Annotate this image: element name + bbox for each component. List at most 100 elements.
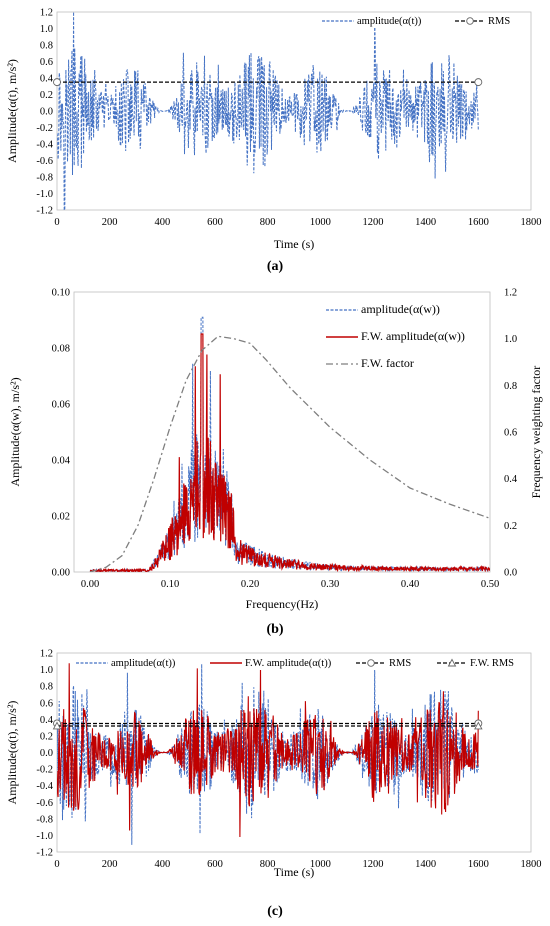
y-tick-label: -0.2	[36, 765, 53, 776]
y2-tick-label: 0.6	[504, 428, 517, 439]
series-line	[57, 663, 479, 838]
y-tick-label: 0.02	[52, 512, 70, 523]
y-tick-label: -0.6	[36, 156, 53, 167]
x-tick-label: 0.10	[161, 579, 179, 590]
y-axis-label: Amplitude(α(t), m/s²)	[5, 701, 19, 805]
x-tick-label: 1800	[521, 859, 542, 870]
x-tick-label: 0.40	[401, 579, 419, 590]
x-tick-label: 200	[102, 217, 118, 228]
legend-marker	[447, 658, 457, 667]
y-tick-label: 0.0	[40, 107, 53, 118]
legend-label: RMS	[389, 658, 411, 669]
x-tick-label: 400	[154, 217, 170, 228]
y2-tick-label: 1.2	[504, 288, 517, 299]
legend: amplitude(α(t)) RMS	[320, 16, 510, 28]
chart-panel-c: -1.2 -1.0 -0.8 -0.6 -0.4 -0.2 0.0 0.2 0.4 0.6 0.8 1…	[5, 649, 542, 920]
legend-bg	[74, 658, 189, 670]
x-tick-label: 0.20	[241, 579, 259, 590]
x-axis-label: Time (s)	[274, 237, 315, 251]
y-tick-label: -0.4	[36, 781, 53, 792]
plot-area	[56, 652, 532, 853]
legend-bg	[354, 658, 404, 670]
x-tick-label: 600	[207, 217, 223, 228]
panel-caption: (c)	[267, 904, 283, 919]
legend-label: F.W. amplitude(α(w))	[361, 329, 465, 343]
y-tick-label: 0.04	[52, 456, 71, 467]
y-axis-label: Amplitude(α(w), m/s²)	[8, 377, 22, 486]
series-marker	[474, 721, 483, 730]
series-line	[89, 335, 490, 572]
y2-tick-label: 0.0	[504, 568, 517, 579]
x-tick-label: 600	[207, 859, 223, 870]
x-tick-label: 1800	[521, 217, 542, 228]
y-tick-label: -1.0	[36, 831, 53, 842]
legend: amplitude(α(t)) F.W. amplitude(α(t)) RMS F.…	[74, 658, 514, 670]
x-tick-label: 0.30	[321, 579, 339, 590]
y-tick-label: 0.6	[40, 698, 53, 709]
legend: amplitude(α(w)) F.W. amplitude(α(w)) F.W. …	[324, 302, 480, 371]
x-axis-label: Frequency(Hz)	[246, 597, 319, 611]
series-marker	[474, 78, 483, 87]
x-tick-label: 400	[154, 859, 170, 870]
legend-label: amplitude(α(t))	[357, 16, 422, 27]
legend-marker	[466, 17, 474, 25]
x-tick-label: 1200	[363, 217, 384, 228]
y-tick-label: -0.4	[36, 140, 53, 151]
series-line	[57, 12, 479, 210]
legend-label: F.W. RMS	[470, 658, 514, 669]
x-tick-label: 800	[260, 859, 276, 870]
y-tick-label: 0.06	[52, 400, 70, 411]
panel-caption: (b)	[266, 622, 283, 637]
chart-panel-b: 0.00 0.02 0.04 0.06 0.08 0.10 0.00 0.10 0.20 0.30…	[8, 288, 543, 638]
x-tick-label: 1000	[310, 859, 331, 870]
x-tick-label: 0	[54, 217, 59, 228]
y2-tick-label: 0.4	[504, 474, 518, 485]
y-tick-label: 0.08	[52, 344, 70, 355]
x-tick-label: 200	[102, 859, 118, 870]
legend-bg	[324, 332, 480, 344]
y2-tick-label: 0.8	[504, 381, 517, 392]
legend-bg	[324, 305, 450, 317]
legend-label: amplitude(α(w))	[361, 302, 440, 316]
y-axis-label: Amplitude(α(t), m/s²)	[5, 59, 19, 163]
chart-panel-a: -1.2 -1.0 -0.8 -0.6 -0.4 -0.2 0.0 0.2 0.4 0.6 0.8 1…	[5, 8, 542, 275]
y-tick-label: 1.2	[40, 8, 53, 19]
plot-series-group	[57, 660, 479, 845]
x-tick-label: 0	[54, 859, 59, 870]
y-tick-label: 1.0	[40, 665, 53, 676]
x-tick-label: 800	[260, 217, 276, 228]
y-tick-label: 0.8	[40, 682, 53, 693]
x-tick-label: 1200	[363, 859, 384, 870]
y-tick-label: 0.10	[52, 288, 70, 299]
panel-caption: (a)	[267, 259, 284, 274]
series-line	[89, 316, 490, 572]
legend-bg	[324, 359, 426, 371]
plot-series-group	[89, 316, 490, 572]
plot-area	[73, 291, 491, 573]
y-tick-label: -1.2	[36, 848, 53, 859]
series-marker	[52, 721, 62, 730]
y-tick-label: 0.6	[40, 57, 53, 68]
x-tick-label: 1400	[415, 859, 436, 870]
series-marker	[53, 78, 61, 87]
x-tick-label: 1400	[415, 217, 436, 228]
x-tick-label: 1000	[310, 217, 331, 228]
plot-area	[56, 11, 532, 211]
x-tick-label: 1600	[468, 217, 489, 228]
x-axis-label: Time (s)	[274, 865, 315, 879]
legend-label: F.W. amplitude(α(t))	[245, 658, 332, 669]
y-tick-label: -0.8	[36, 814, 53, 825]
legend-label: RMS	[488, 16, 510, 27]
y-tick-label: 1.2	[40, 649, 53, 660]
y-tick-label: -0.8	[36, 173, 53, 184]
x-tick-label: 0.50	[481, 579, 499, 590]
legend-label: amplitude(α(t))	[111, 658, 176, 669]
x-tick-label: 1600	[468, 859, 489, 870]
y-tick-label: -1.2	[36, 206, 53, 217]
y2-axis-label: Frequency weighting factor	[529, 366, 543, 499]
y-tick-label: -1.0	[36, 189, 53, 200]
legend-bg	[320, 16, 435, 28]
y2-tick-label: 1.0	[504, 334, 517, 345]
plot-series-group	[57, 12, 479, 210]
